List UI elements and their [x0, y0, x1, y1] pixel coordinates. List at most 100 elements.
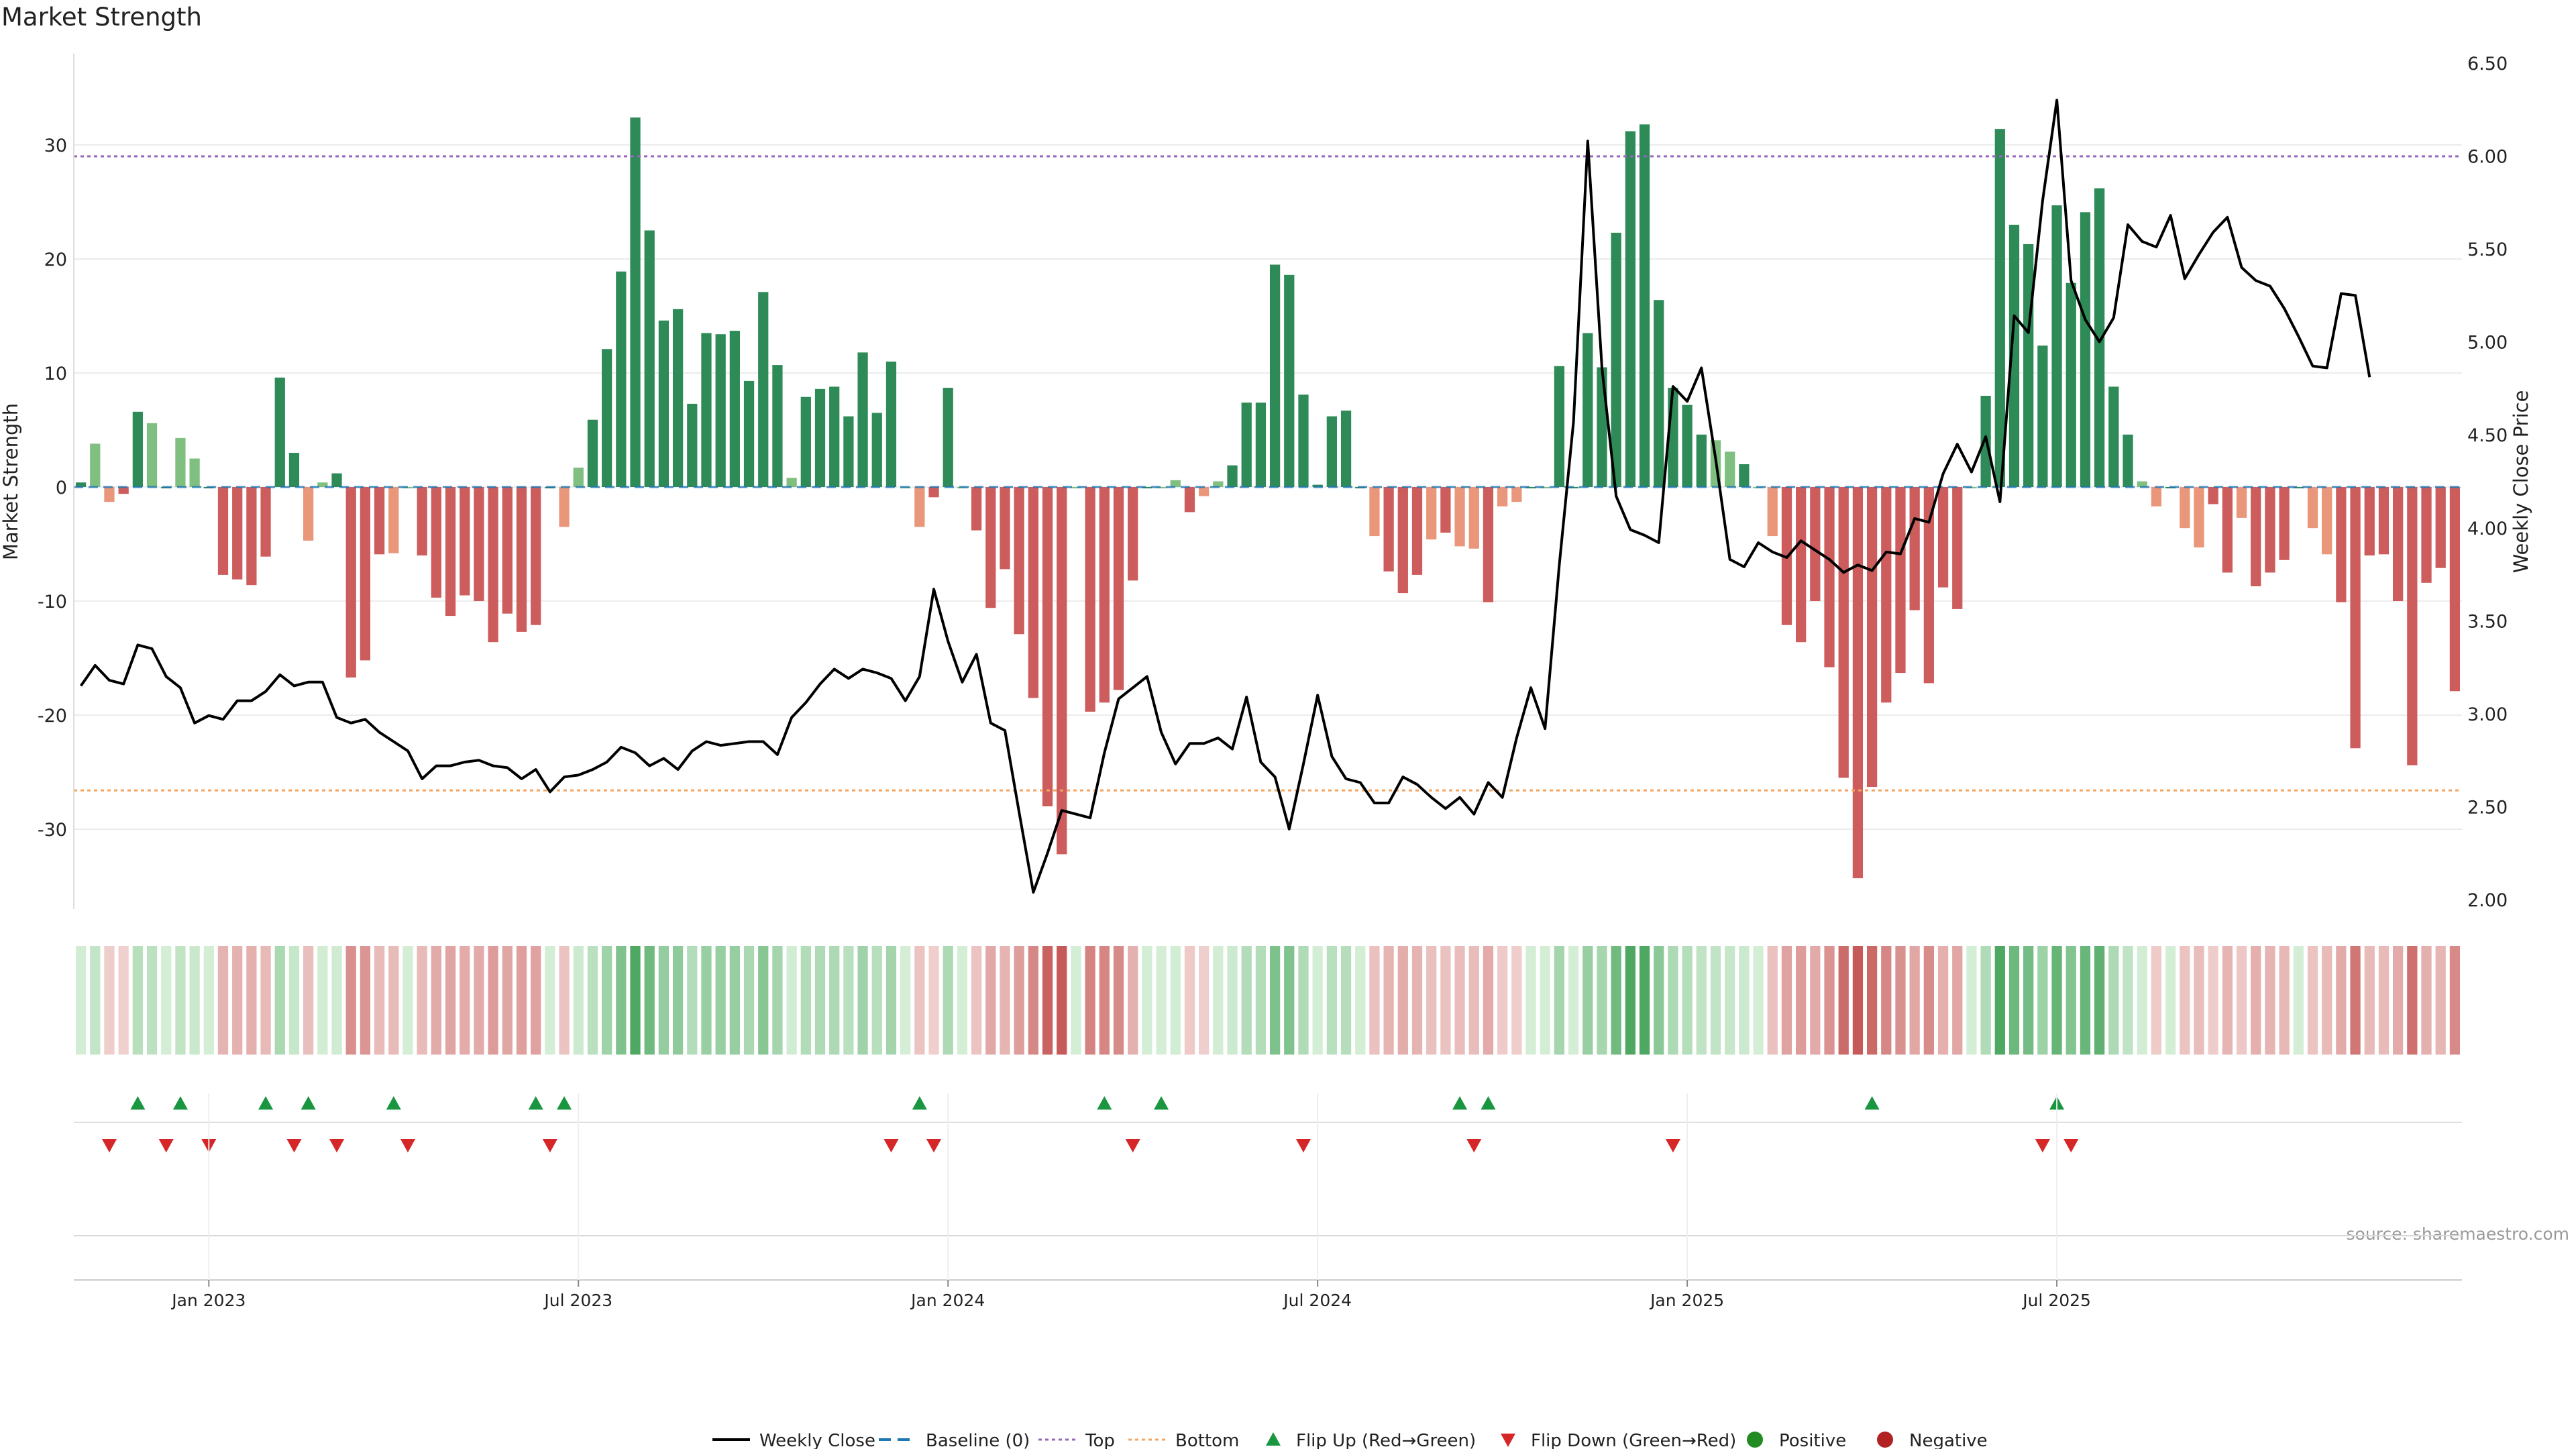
- heat-cell: [1866, 946, 1878, 1055]
- strength-bar: [2279, 487, 2290, 560]
- heat-cell: [1952, 946, 1963, 1055]
- heat-cell: [1284, 946, 1295, 1055]
- heat-cell: [1085, 946, 1095, 1055]
- heat-cell: [288, 946, 300, 1055]
- strength-bar: [1824, 487, 1835, 667]
- heat-cell: [786, 946, 797, 1055]
- heat-cell: [132, 946, 143, 1055]
- strength-bar: [1582, 333, 1593, 487]
- strength-bar: [616, 271, 627, 487]
- heat-cell: [360, 946, 371, 1055]
- heat-cell: [1184, 946, 1195, 1055]
- strength-bar: [1654, 300, 1664, 487]
- x-tick-label: Jul 2023: [543, 1291, 612, 1310]
- flip-down-marker: [1125, 1139, 1140, 1152]
- heat-cell: [829, 946, 840, 1055]
- heat-cell: [1156, 946, 1167, 1055]
- heat-cell: [1994, 946, 2005, 1055]
- strength-bar: [573, 468, 584, 487]
- heat-cell: [246, 946, 257, 1055]
- heat-cell: [317, 946, 328, 1055]
- heat-cell: [75, 946, 87, 1055]
- heat-cell: [2208, 946, 2218, 1055]
- flip-down-marker: [926, 1139, 942, 1152]
- strength-bar: [132, 411, 143, 487]
- heat-cell: [1668, 946, 1678, 1055]
- heat-cell: [2265, 946, 2275, 1055]
- heat-cell: [2023, 946, 2034, 1055]
- strength-bar: [1028, 487, 1038, 698]
- strength-bar: [2008, 225, 2020, 487]
- heat-cell: [104, 946, 115, 1055]
- heat-cell: [1767, 946, 1778, 1055]
- strength-bar: [1014, 487, 1024, 635]
- heat-cell: [189, 946, 200, 1055]
- strength-bar: [531, 487, 541, 625]
- heat-cell: [2151, 946, 2162, 1055]
- strength-bar: [1326, 416, 1337, 487]
- heat-cell: [2293, 946, 2304, 1055]
- strength-bar: [1128, 487, 1138, 581]
- strength-bar: [75, 482, 87, 487]
- strength-bar: [1952, 487, 1963, 609]
- strength-bar: [260, 487, 271, 557]
- flip-up-marker: [386, 1096, 401, 1110]
- heat-cell: [772, 946, 783, 1055]
- strength-bar: [559, 487, 570, 527]
- heat-cell: [331, 946, 342, 1055]
- heat-cell: [843, 946, 854, 1055]
- strength-bar: [1170, 480, 1181, 487]
- strength-bar: [1625, 131, 1635, 488]
- strength-bar: [2065, 282, 2076, 487]
- strength-bar: [1554, 366, 1565, 487]
- strength-bar: [1511, 487, 1522, 502]
- heat-cell: [161, 946, 172, 1055]
- heat-cell: [417, 946, 427, 1055]
- heat-cell: [2393, 946, 2404, 1055]
- heat-cell: [545, 946, 555, 1055]
- y-tick-right: 2.00: [2467, 890, 2508, 911]
- strength-bar: [914, 487, 925, 527]
- heat-cell: [531, 946, 541, 1055]
- heat-cell: [203, 946, 214, 1055]
- strength-bar: [1767, 487, 1778, 537]
- heat-cell: [644, 946, 655, 1055]
- heat-cell: [943, 946, 953, 1055]
- y-tick-left: -30: [38, 820, 67, 841]
- heat-cell: [1440, 946, 1451, 1055]
- legend-symbol-flip-up: [1266, 1432, 1281, 1446]
- flip-down-marker: [329, 1139, 345, 1152]
- legend: Weekly Close Baseline (0) Top Bottom Flip Up…: [712, 1431, 1988, 1449]
- heat-cell: [900, 946, 911, 1055]
- heat-cell: [2364, 946, 2375, 1055]
- heat-cell: [1497, 946, 1508, 1055]
- flip-down-marker: [883, 1139, 899, 1152]
- heat-cell: [701, 946, 712, 1055]
- y-axis-left-label: Market Strength: [0, 403, 22, 560]
- strength-bar: [1597, 367, 1607, 487]
- strength-bar: [1881, 487, 1892, 703]
- heat-cell: [1454, 946, 1465, 1055]
- heat-cell: [743, 946, 755, 1055]
- x-tick-label: Jan 2024: [910, 1291, 985, 1310]
- heat-cell: [502, 946, 513, 1055]
- heat-strip: [75, 946, 2461, 1055]
- heat-cell: [1810, 946, 1821, 1055]
- y-tick-left: 30: [44, 136, 67, 156]
- heat-cell: [800, 946, 811, 1055]
- heat-cell: [985, 946, 996, 1055]
- legend-label: Bottom: [1175, 1431, 1239, 1449]
- heat-cell: [1923, 946, 1934, 1055]
- heat-cell: [885, 946, 897, 1055]
- strength-bar: [1241, 402, 1252, 487]
- y-tick-right: 4.00: [2467, 519, 2508, 539]
- heat-cell: [957, 946, 968, 1055]
- strength-bar: [274, 377, 285, 487]
- heat-cell: [402, 946, 413, 1055]
- heat-cell: [260, 946, 271, 1055]
- strength-bar: [189, 458, 200, 487]
- y-tick-right: 3.50: [2467, 611, 2508, 632]
- flip-down-marker: [400, 1139, 415, 1152]
- heat-cell: [857, 946, 868, 1055]
- flip-down-marker: [286, 1139, 302, 1152]
